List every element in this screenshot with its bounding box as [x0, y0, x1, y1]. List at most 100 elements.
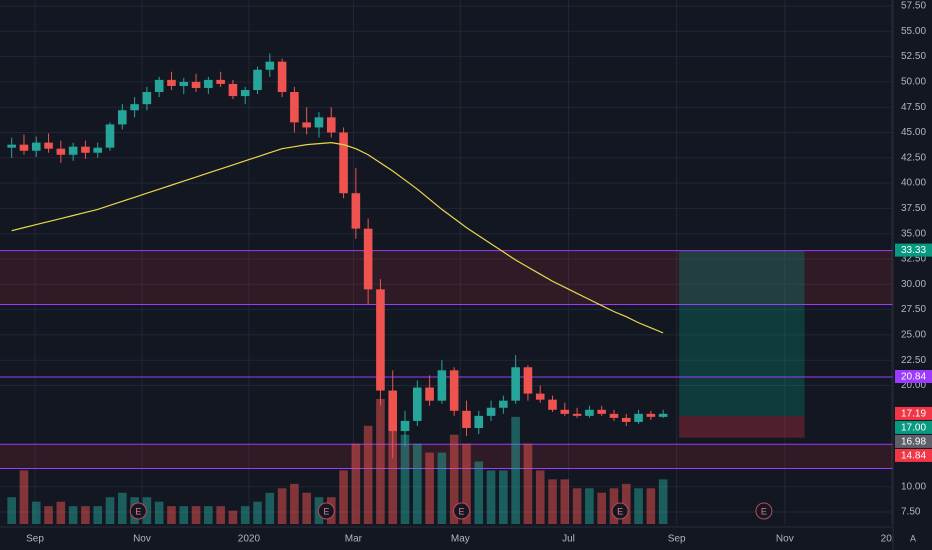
volume-bar	[228, 510, 238, 524]
volume-bar	[142, 497, 152, 524]
candle-body	[228, 83, 238, 97]
candle-body	[376, 289, 385, 391]
price-label: 14.84	[901, 451, 926, 462]
volume-bar	[204, 506, 213, 524]
earnings-label: E	[761, 506, 767, 516]
zone	[0, 250, 893, 305]
price-label: 17.19	[901, 409, 926, 420]
volume-bar	[105, 497, 115, 524]
volume-bar	[290, 483, 299, 524]
candle-body	[363, 228, 373, 290]
x-tick-label: Sep	[668, 534, 686, 545]
candle-body	[449, 370, 459, 411]
candle-body	[7, 144, 16, 148]
candle-body	[265, 61, 275, 70]
candle-body	[167, 79, 176, 86]
candle-body	[572, 413, 582, 416]
candle-body	[81, 146, 90, 153]
volume-bar	[658, 479, 668, 524]
candle-body	[400, 420, 410, 432]
candle-body	[19, 144, 29, 151]
volume-bar	[179, 506, 189, 524]
candle-body	[118, 110, 127, 125]
position-profit	[679, 250, 805, 416]
volume-bar	[68, 506, 78, 524]
candle-body	[31, 142, 41, 151]
volume-bar	[339, 470, 348, 524]
candle-body	[609, 413, 619, 418]
y-tick-label: 42.50	[901, 152, 926, 163]
moving-average	[11, 142, 664, 334]
y-tick-label: 32.50	[901, 254, 926, 265]
candle-body	[68, 146, 78, 155]
candle-body	[93, 147, 103, 153]
candle-body	[413, 387, 422, 421]
y-tick-label: 22.50	[901, 355, 926, 366]
candle-body	[560, 409, 570, 414]
volume-bar	[81, 506, 90, 524]
candle-body	[597, 409, 606, 414]
volume-bar	[216, 506, 225, 524]
earnings-marker	[611, 502, 629, 520]
volume-bar	[376, 399, 385, 524]
candle-body	[646, 413, 656, 417]
candle-body	[130, 104, 139, 111]
volume-bar	[572, 488, 582, 524]
price-label-bg	[895, 243, 932, 257]
candle-body	[523, 367, 533, 394]
candle-body	[658, 413, 668, 417]
volume-bar	[388, 407, 398, 524]
x-tick-label: May	[451, 534, 470, 545]
candle-body	[326, 117, 336, 133]
x-tick-label: Nov	[776, 534, 794, 545]
earnings-marker	[129, 502, 147, 520]
candle-body	[302, 122, 311, 128]
volume-bar	[634, 488, 643, 524]
price-label: 17.00	[901, 423, 926, 434]
candle-body	[44, 142, 53, 149]
price-label: 33.33	[901, 245, 926, 256]
auto-scale-button[interactable]: A	[910, 533, 916, 543]
y-tick-label: 50.00	[901, 77, 926, 88]
earnings-label: E	[617, 506, 623, 516]
volume-bar	[31, 501, 41, 524]
y-tick-label: 40.00	[901, 178, 926, 189]
candle-body	[621, 417, 631, 422]
y-tick-label: 47.50	[901, 102, 926, 113]
candle-body	[511, 367, 520, 401]
y-tick-label: 25.00	[901, 330, 926, 341]
volume-bar	[253, 501, 262, 524]
candle-body	[351, 193, 361, 229]
y-tick-label: 27.50	[901, 304, 926, 315]
candle-body	[585, 409, 594, 416]
candle-body	[277, 61, 287, 93]
y-tick-label: 52.50	[901, 51, 926, 62]
volume-bar	[560, 479, 570, 524]
x-tick-label: Sep	[26, 534, 44, 545]
volume-bar	[191, 506, 201, 524]
candle-body	[204, 79, 213, 88]
y-tick-label: 37.50	[901, 203, 926, 214]
y-tick-label: 10.00	[901, 481, 926, 492]
candle-body	[216, 79, 225, 84]
price-label-bg	[895, 434, 932, 448]
candle-body	[154, 79, 164, 93]
price-label-bg	[895, 369, 932, 383]
candle-body	[499, 400, 508, 408]
y-tick-label: 35.00	[901, 228, 926, 239]
candle-body	[535, 393, 545, 400]
volume-bar	[535, 470, 545, 524]
price-label-bg	[895, 448, 932, 462]
candle-body	[486, 407, 496, 416]
candle-body	[179, 81, 189, 86]
volume-bar	[462, 443, 471, 524]
candle-body	[388, 390, 398, 432]
candle-body	[314, 117, 324, 128]
earnings-label: E	[459, 506, 465, 516]
volume-bar	[413, 443, 422, 524]
x-tick-label: 2021	[881, 534, 904, 545]
y-tick-label: 7.50	[901, 507, 921, 518]
y-tick-label: 30.00	[901, 279, 926, 290]
volume-bar	[511, 416, 520, 524]
volume-bar	[154, 501, 164, 524]
